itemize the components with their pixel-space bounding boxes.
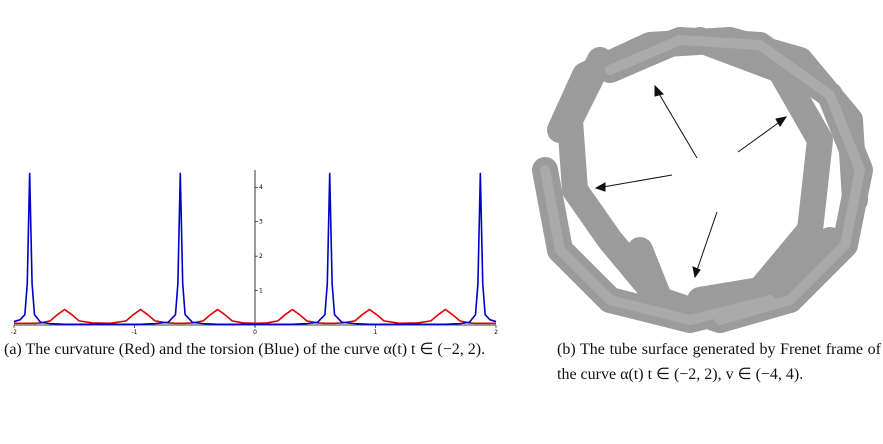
x-tick-label: 1 — [374, 329, 378, 336]
y-tick-label: 3 — [259, 219, 263, 226]
y-tick-label: 1 — [259, 288, 263, 295]
page: -2 -1 0 1 2 1 2 3 4 (a) The curvature (Red) and … — [0, 0, 883, 444]
y-tick-label: 4 — [259, 184, 263, 191]
y-tick-label: 2 — [259, 253, 263, 260]
x-tick-label: -1 — [132, 329, 138, 336]
x-tick-label: -2 — [11, 329, 17, 336]
x-tick-label: 0 — [253, 329, 257, 336]
caption-a: (a) The curvature (Red) and the torsion … — [4, 337, 500, 362]
x-tick-label: 2 — [494, 329, 498, 336]
caption-b: (b) The tube surface generated by Frenet… — [557, 337, 881, 387]
tube-render — [545, 40, 860, 320]
